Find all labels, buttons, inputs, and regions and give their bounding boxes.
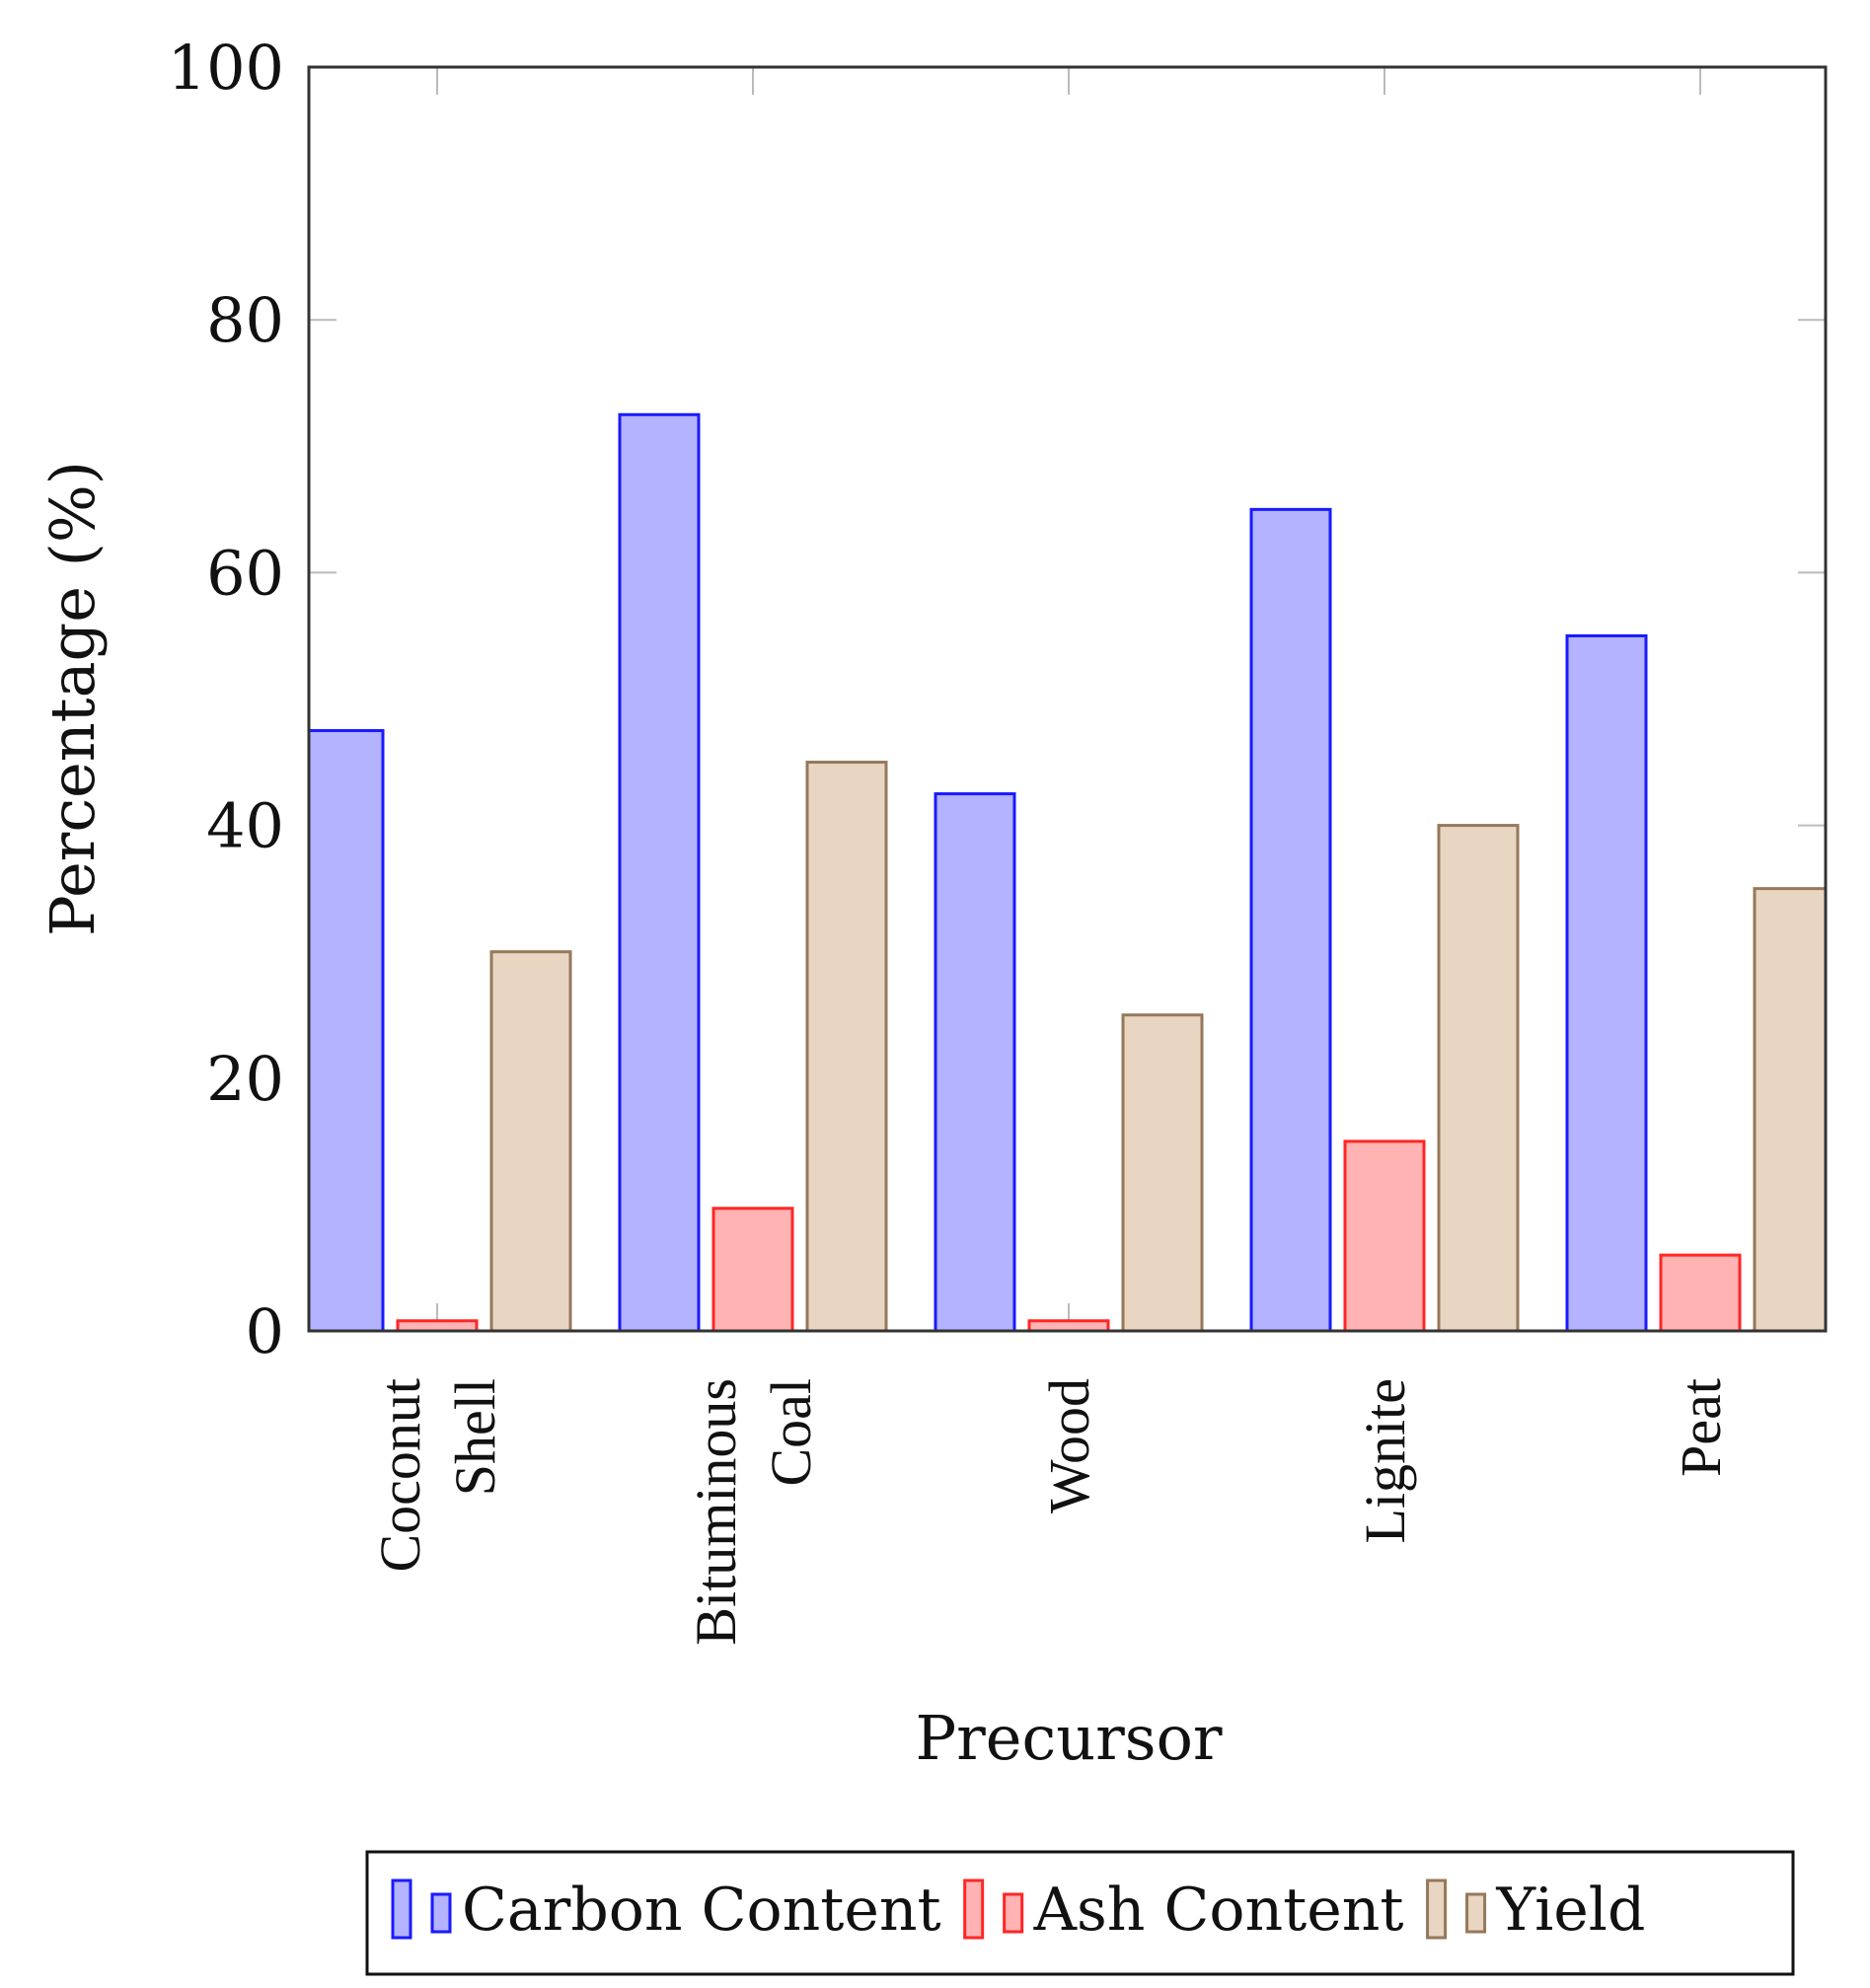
y-tick-label: 20 (206, 1043, 284, 1115)
y-tick-label: 40 (206, 790, 284, 862)
legend-swatch-carbon-content (391, 1878, 412, 1940)
y-axis-label: Percentage (%) (37, 461, 109, 936)
legend-swatch-carbon-content (430, 1892, 452, 1934)
legend-label-carbon-content: Carbon Content (462, 1876, 941, 1945)
bar-yield (1121, 1013, 1204, 1331)
legend-swatch-ash-content (1003, 1892, 1024, 1934)
legend: Carbon Content Ash Content Yield (365, 1850, 1795, 1976)
bar-carbon-content (1249, 507, 1332, 1331)
category-label: Shell (443, 1378, 507, 1496)
category-label: Coal (759, 1378, 823, 1487)
bar-carbon-content (1565, 633, 1648, 1331)
y-tick-label: 80 (206, 284, 284, 356)
category-label: Lignite (1353, 1378, 1417, 1544)
category-label: Bituminous (684, 1378, 748, 1646)
x-axis-label: Precursor (915, 1702, 1222, 1774)
legend-label-ash-content: Ash Content (1033, 1876, 1404, 1945)
bar-carbon-content (309, 729, 385, 1331)
bar-carbon-content (934, 792, 1016, 1331)
y-tick-labels: 0 20 40 60 80 100 (168, 32, 284, 1367)
legend-label-yield: Yield (1496, 1876, 1646, 1945)
bars (309, 412, 1826, 1331)
legend-swatch-ash-content (963, 1878, 985, 1940)
plot-frame (307, 65, 1828, 1333)
y-tick-label: 0 (246, 1295, 284, 1367)
bar-yield (805, 761, 888, 1331)
bar-ash-content (711, 1207, 794, 1331)
bar-ash-content (1027, 1319, 1110, 1331)
bar-ash-content (1343, 1140, 1426, 1331)
bar-ash-content (1659, 1253, 1742, 1331)
bar-yield (489, 950, 572, 1331)
legend-swatch-yield (1426, 1878, 1448, 1940)
category-labels: Coconut Shell Bituminous Coal Wood Lignite Pea… (368, 1378, 1733, 1646)
category-label: Peat (1669, 1378, 1733, 1477)
bar-ash-content (396, 1319, 479, 1331)
bar-yield (1437, 824, 1520, 1331)
y-tick-label: 60 (206, 537, 284, 609)
category-label: Wood (1037, 1378, 1101, 1513)
legend-box (365, 1850, 1795, 1976)
legend-swatch-yield (1465, 1892, 1487, 1934)
category-label: Coconut (368, 1378, 432, 1573)
bar-carbon-content (618, 412, 701, 1331)
y-tick-label: 100 (168, 32, 284, 104)
bar-yield (1753, 887, 1826, 1331)
